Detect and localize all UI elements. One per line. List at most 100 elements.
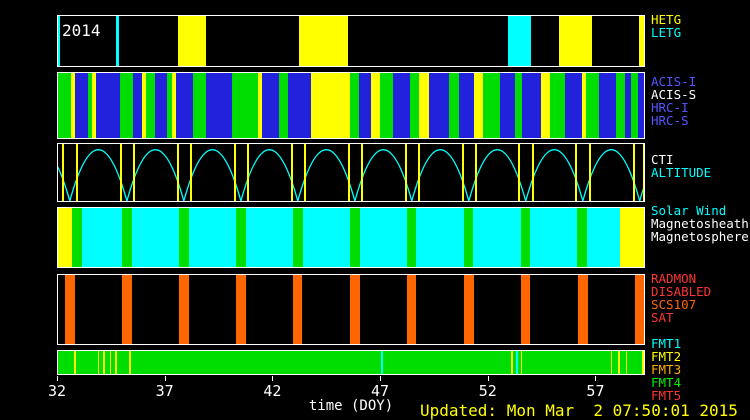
timeline-segment [507,16,532,66]
timeline-segment [521,73,541,138]
timeline-segment [236,208,246,267]
timeline-segment [581,73,587,138]
timeline-segment [311,73,350,138]
band-label: Solar Wind [651,203,727,218]
year-label: 2014 [62,21,101,40]
x-axis-tick [380,376,382,381]
band-label: FMT2 [651,349,682,364]
timeline-segment [154,73,168,138]
band-label: CTI [651,152,674,167]
band-label: SAT [651,310,674,325]
x-axis-tick-label: 32 [47,382,67,400]
timeline-segment [299,16,348,66]
timeline-segment [474,73,483,138]
x-axis-tick-label: 42 [263,382,282,400]
timeline-segment [510,351,513,374]
timeline-segment [624,73,632,138]
band-label: ALTITUDE [651,165,712,180]
band-label: DISABLED [651,284,712,299]
timeline-segment [349,73,359,138]
timeline-segment [58,16,61,66]
timeline-segment [371,73,380,138]
timeline-segment [146,73,155,138]
updated-timestamp: Updated: Mon Mar 2 07:50:01 2015 [420,401,738,420]
timeline-segment [637,73,644,138]
timeline-segment [58,208,72,267]
timeline-segment [75,73,89,138]
timeline-segment [122,275,132,344]
band-label: ACIS-S [651,87,697,102]
timeline-segment [179,275,189,344]
band-label: HRC-I [651,100,689,115]
timeline-segment [516,351,518,374]
x-axis-tick-label: 37 [155,382,174,400]
timeline-segment [349,208,360,267]
timeline-segment [179,208,189,267]
cti-marker [347,144,350,201]
cti-marker [133,144,136,201]
x-axis-tick [595,376,597,381]
timeline-segment [577,208,588,267]
timeline-segment [564,73,582,138]
x-axis-title: time (DOY) [308,398,394,414]
cti-marker [633,144,636,201]
timeline-segment [448,73,460,138]
band-label: HETG [651,12,682,27]
timeline-segment [549,73,565,138]
x-axis-tick [164,376,166,381]
timeline-segment [65,275,75,344]
timeline-segment [418,73,430,138]
x-axis-tick [272,376,274,381]
timeline-segment [610,351,613,374]
instrument-band [57,72,645,139]
timeline-segment [70,73,76,138]
timeline-segment [464,275,474,344]
timeline-segment [115,16,120,66]
timeline-segment [97,351,100,374]
timeline-segment [407,275,417,344]
band-label: HRC-S [651,113,689,128]
timeline-segment [293,208,303,267]
timeline-segment [634,275,644,344]
cti-marker [518,144,521,201]
band-label: LETG [651,25,682,40]
cti-marker [461,144,464,201]
timeline-segment [559,16,593,66]
timeline-segment [618,351,620,374]
timeline-segment [74,351,76,374]
timeline-segment [625,351,628,374]
timeline-segment [406,208,417,267]
gratings-band [57,15,645,67]
timeline-segment [261,73,280,138]
timeline-segment [381,351,383,374]
timeline-segment [257,73,262,138]
timeline-segment [109,351,112,374]
timeline-segment [586,73,599,138]
cti-marker [246,144,249,201]
timeline-segment [520,208,531,267]
timeline-segment [459,73,475,138]
x-axis-tick-label: 57 [586,382,605,400]
cti-marker [234,144,236,201]
band-label: SCS107 [651,297,697,312]
timeline-segment [71,208,82,267]
timeline-segment [58,73,71,138]
band-label: RADMON [651,271,697,286]
crm-region-band-labels: Solar Wind Magnetosheath Magnetosphere [651,204,750,243]
cti-marker [404,144,407,201]
altitude-band-labels: CTI ALTITUDE [651,153,750,179]
cti-marker [62,144,65,201]
cti-marker [360,144,363,201]
band-label: FMT1 [651,336,682,351]
timeline-segment [616,73,625,138]
band-label: Magnetosphere [651,229,749,244]
timeline-segment [410,73,419,138]
timeline-segment [358,73,372,138]
timeline-segment [429,73,449,138]
cti-marker [190,144,192,201]
timeline-segment [178,16,207,66]
timeline-segment [206,73,232,138]
gratings-band-labels: HETG LETG [651,13,750,39]
cti-marker [642,144,644,201]
